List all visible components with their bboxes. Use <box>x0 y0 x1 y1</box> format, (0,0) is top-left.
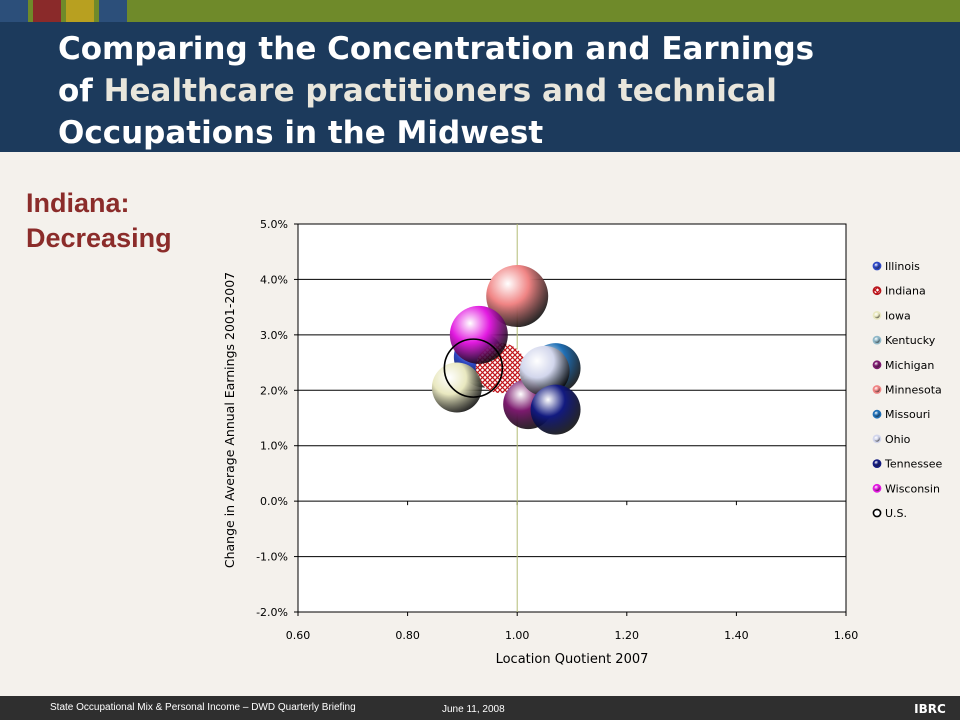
title-line-2: of Healthcare practitioners and technica… <box>58 70 938 112</box>
y-tick-label: -2.0% <box>256 606 288 619</box>
x-tick-label: 1.40 <box>724 629 749 642</box>
bubble-iowa <box>431 362 482 413</box>
y-tick-label: 1.0% <box>260 440 288 453</box>
title-highlight: Healthcare practitioners and technical <box>103 73 777 109</box>
x-tick-label: 1.60 <box>834 629 859 642</box>
x-axis-title: Location Quotient 2007 <box>496 652 649 667</box>
legend-marker <box>872 310 882 320</box>
legend-label: Michigan <box>885 359 934 372</box>
title-line-3: Occupations in the Midwest <box>58 115 544 151</box>
x-tick-label: 1.00 <box>505 629 530 642</box>
bubble-wisconsin <box>449 305 508 364</box>
title-line-2-prefix: of <box>58 73 104 109</box>
y-tick-label: 2.0% <box>260 384 288 397</box>
legend-label: Iowa <box>885 309 911 322</box>
y-tick-label: -1.0% <box>256 551 288 564</box>
legend-marker <box>872 360 882 370</box>
legend-marker <box>872 459 882 468</box>
bubble-us <box>443 338 504 398</box>
legend-marker <box>872 385 882 394</box>
title-line-1: Comparing the Concentration and Earnings <box>58 31 815 67</box>
legend-label: Ohio <box>885 433 911 446</box>
y-tick-label: 3.0% <box>260 329 288 342</box>
header-square-4 <box>99 0 127 22</box>
y-tick-label: 4.0% <box>260 273 288 286</box>
x-tick-label: 1.20 <box>615 629 640 642</box>
legend-marker <box>872 508 882 518</box>
legend-label: Indiana <box>885 285 926 298</box>
y-tick-label: 5.0% <box>260 218 288 231</box>
title-band <box>0 22 960 152</box>
legend-label: Tennessee <box>884 458 943 471</box>
footer-left-text: State Occupational Mix & Personal Income… <box>50 702 356 713</box>
header-square-3 <box>66 0 94 22</box>
legend-label: U.S. <box>885 507 907 520</box>
x-tick-label: 0.80 <box>395 629 420 642</box>
top-color-strip <box>0 0 960 22</box>
subhead: Indiana: Decreasing <box>26 186 172 256</box>
bubble-ohio <box>519 345 570 396</box>
subhead-line-2: Decreasing <box>26 223 172 253</box>
footer-bar: State Occupational Mix & Personal Income… <box>0 696 960 720</box>
legend-marker <box>872 286 882 296</box>
subhead-line-1: Indiana: <box>26 188 130 218</box>
legend-label: Wisconsin <box>885 482 940 495</box>
x-tick-label: 0.60 <box>286 629 311 642</box>
header-square-1 <box>0 0 28 22</box>
y-tick-label: 0.0% <box>260 495 288 508</box>
legend-label: Minnesota <box>885 384 942 397</box>
y-axis-title: Change in Average Annual Earnings 2001-2… <box>222 272 237 568</box>
footer-date: June 11, 2008 <box>442 704 505 715</box>
legend-marker <box>872 261 882 271</box>
slide-title: Comparing the Concentration and Earnings… <box>58 28 938 154</box>
ibrc-logo-icon: IBRC <box>910 700 950 716</box>
bubble-tennessee <box>530 384 581 435</box>
legend-marker <box>872 335 882 345</box>
legend-marker <box>872 409 882 419</box>
legend-label: Kentucky <box>885 334 936 347</box>
bubble-minnesota <box>486 265 549 328</box>
header-square-2 <box>33 0 61 22</box>
legend-marker <box>872 483 882 493</box>
legend-label: Missouri <box>885 408 930 421</box>
logo-text: IBRC <box>914 702 946 716</box>
legend-label: Illinois <box>885 260 920 273</box>
legend-marker <box>872 434 882 444</box>
